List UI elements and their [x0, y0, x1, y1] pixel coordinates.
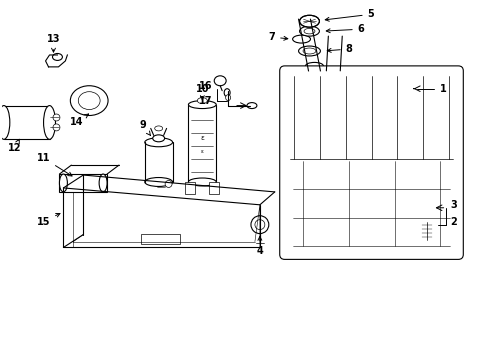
Ellipse shape [70, 86, 108, 116]
Bar [209, 182, 219, 194]
Bar [185, 182, 195, 194]
Text: 6: 6 [325, 24, 364, 34]
Ellipse shape [188, 178, 216, 186]
Bar [420, 217, 432, 222]
Ellipse shape [188, 100, 216, 109]
Ellipse shape [152, 135, 164, 142]
Ellipse shape [0, 105, 10, 139]
Ellipse shape [292, 35, 310, 43]
Text: 11: 11 [37, 153, 72, 176]
Ellipse shape [144, 138, 172, 147]
Ellipse shape [52, 54, 62, 60]
Ellipse shape [299, 26, 319, 36]
Ellipse shape [304, 28, 314, 34]
Ellipse shape [305, 62, 323, 69]
Ellipse shape [99, 174, 107, 192]
Bar [188, 105, 216, 182]
Text: 13: 13 [47, 34, 60, 52]
Ellipse shape [298, 46, 320, 56]
Text: ε: ε [200, 135, 204, 141]
Text: 14: 14 [69, 114, 88, 127]
Text: ε: ε [201, 149, 203, 154]
Bar [60, 174, 107, 192]
Ellipse shape [78, 92, 100, 109]
Ellipse shape [43, 105, 55, 139]
Ellipse shape [154, 126, 163, 131]
Ellipse shape [254, 220, 264, 230]
Ellipse shape [165, 180, 172, 188]
Text: 4: 4 [256, 237, 263, 256]
Ellipse shape [250, 216, 268, 234]
Text: 5: 5 [325, 9, 374, 21]
Text: 2: 2 [449, 217, 456, 227]
Text: 9: 9 [139, 121, 150, 136]
Text: 10: 10 [195, 84, 209, 100]
Ellipse shape [53, 124, 60, 131]
Ellipse shape [144, 177, 172, 186]
Ellipse shape [423, 205, 428, 210]
Bar [4, 105, 49, 139]
Text: 7: 7 [268, 32, 287, 42]
Ellipse shape [225, 95, 230, 100]
Ellipse shape [246, 103, 256, 109]
Ellipse shape [60, 174, 67, 192]
Ellipse shape [53, 114, 60, 121]
Ellipse shape [421, 203, 431, 213]
Text: 17: 17 [198, 96, 212, 105]
Text: 12: 12 [8, 139, 21, 153]
Text: 3: 3 [449, 200, 456, 210]
Text: 8: 8 [326, 44, 352, 54]
Ellipse shape [299, 15, 319, 27]
Bar [141, 234, 180, 243]
Ellipse shape [303, 48, 315, 54]
Text: 16: 16 [198, 81, 212, 91]
Ellipse shape [197, 98, 207, 104]
FancyBboxPatch shape [279, 66, 462, 260]
Ellipse shape [214, 76, 225, 86]
Ellipse shape [224, 89, 230, 96]
Text: 15: 15 [37, 213, 60, 227]
Text: 1: 1 [439, 84, 446, 94]
